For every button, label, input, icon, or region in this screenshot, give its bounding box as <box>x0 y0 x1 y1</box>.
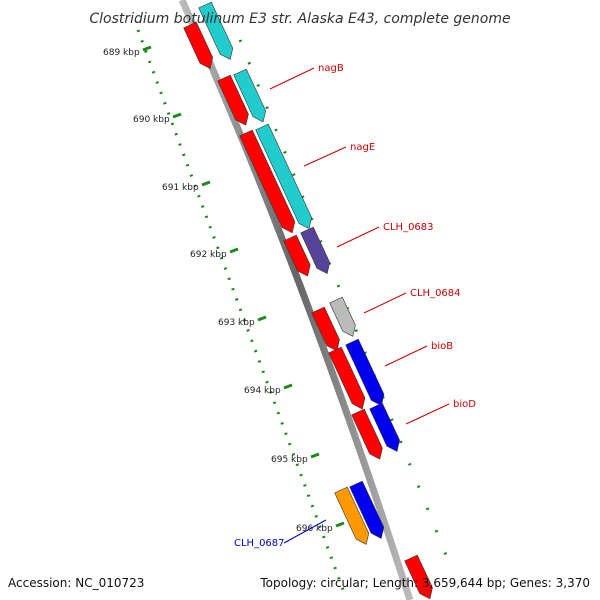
cds-arrow-bioB <box>328 346 366 410</box>
tick-mark <box>283 383 293 390</box>
cog-block-bioD <box>369 402 400 452</box>
cds-arrow <box>183 21 214 69</box>
tick-mark <box>310 452 320 459</box>
cds-arrow-nagE <box>239 129 296 234</box>
tick-mark <box>335 521 345 528</box>
tick-label: 695 kbp <box>271 455 308 465</box>
tick-mark <box>142 45 152 52</box>
tick-label: 692 kbp <box>190 250 227 260</box>
tick-layer: 689 kbp 690 kbp 691 kbp 692 kbp 693 kbp 694 k… <box>103 45 345 534</box>
feature-layer <box>183 1 433 600</box>
cds-arrow-next <box>404 554 433 600</box>
gene-label[interactable]: bioD <box>453 399 476 410</box>
gene-label[interactable]: bioB <box>431 341 453 352</box>
tick-label: 696 kbp <box>296 524 333 534</box>
cds-arrow-CLH-0684 <box>311 306 340 352</box>
genome-backbone <box>178 0 414 600</box>
tick-mark <box>172 112 182 119</box>
tick-mark <box>229 247 239 254</box>
tick-label: 690 kbp <box>133 115 170 125</box>
leader-line <box>336 226 380 248</box>
tick-label: 693 kbp <box>218 318 255 328</box>
gene-label[interactable]: CLH_0683 <box>383 222 434 233</box>
cog-block-bioB <box>345 338 385 406</box>
cog-block-CLH-0687 <box>334 486 370 545</box>
gene-label[interactable]: nagE <box>350 142 375 153</box>
tick-label: 694 kbp <box>244 386 281 396</box>
map-title: Clostridium botulinum E3 str. Alaska E43… <box>89 11 510 27</box>
leader-line <box>269 67 315 90</box>
gene-label[interactable]: nagB <box>318 63 344 74</box>
leader-line <box>283 519 327 544</box>
inner-tick-ring <box>136 29 347 596</box>
leader-line <box>384 345 428 367</box>
leader-line <box>303 146 347 167</box>
cds-arrow-CLH-0683 <box>283 234 311 277</box>
accession-text: Accession: NC_010723 <box>8 576 144 590</box>
cog-block-CLH-0684 <box>329 296 356 337</box>
tick-mark <box>257 315 267 322</box>
label-layer: nagB nagE CLH_0683 CLH_0684 bioB bioD CLH_0687 <box>234 63 476 549</box>
cog-block-nagB <box>233 68 267 123</box>
cds-arrow-nagB <box>217 74 249 126</box>
cog-block-nagE <box>255 123 312 230</box>
tick-label: 691 kbp <box>162 183 199 193</box>
cds-arrow-CLH-0687 <box>349 480 385 539</box>
genome-summary: Topology: circular; Length: 3,659,644 bp… <box>259 576 590 590</box>
leader-line <box>405 403 450 425</box>
gene-label[interactable]: CLH_0684 <box>410 288 461 299</box>
cog-block-CLH-0683 <box>300 226 331 274</box>
gene-label[interactable]: CLH_0687 <box>234 538 285 549</box>
cds-arrow-bioD <box>351 408 383 460</box>
leader-line <box>363 292 407 314</box>
tick-label: 689 kbp <box>103 48 140 58</box>
tick-mark <box>201 180 211 187</box>
cog-block <box>198 1 234 60</box>
